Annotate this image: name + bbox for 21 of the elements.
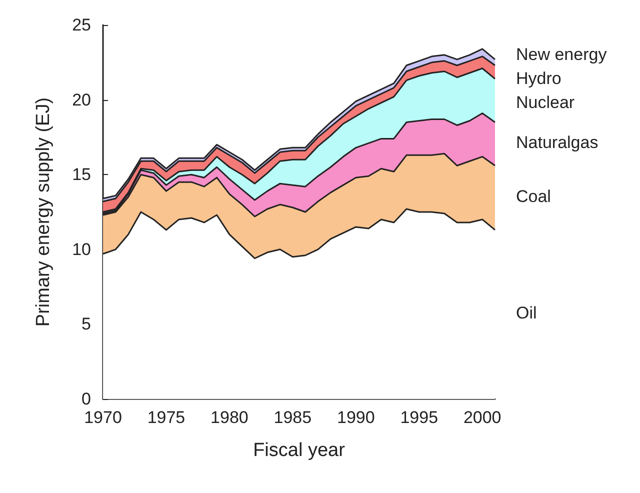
- x-tick-label: 1995: [400, 408, 438, 427]
- y-tick-label: 15: [72, 165, 91, 184]
- x-tick-label: 1980: [210, 408, 248, 427]
- x-tick-label: 1985: [274, 408, 312, 427]
- x-tick-label: 2000: [463, 408, 502, 427]
- y-tick-label: 20: [72, 90, 91, 110]
- y-tick-label: 0: [82, 390, 91, 408]
- series-label: Nuclear: [516, 93, 575, 112]
- x-tick-label: 1975: [147, 408, 186, 427]
- x-tick-label: 1990: [336, 408, 375, 427]
- y-tick-label: 5: [82, 314, 91, 334]
- y-axis-title: Primary energy supply (EJ): [33, 97, 54, 327]
- series-label: New energy: [516, 45, 608, 64]
- y-tick-label: 25: [72, 16, 91, 34]
- series-label: Oil: [516, 303, 537, 322]
- x-tick-label: 1970: [84, 408, 122, 427]
- y-tick-label: 10: [72, 240, 91, 259]
- series-label: Hydro: [516, 69, 562, 88]
- x-axis-title: Fiscal year: [253, 440, 346, 461]
- series-label: Naturalgas: [516, 132, 598, 152]
- series-label: Coal: [516, 186, 551, 206]
